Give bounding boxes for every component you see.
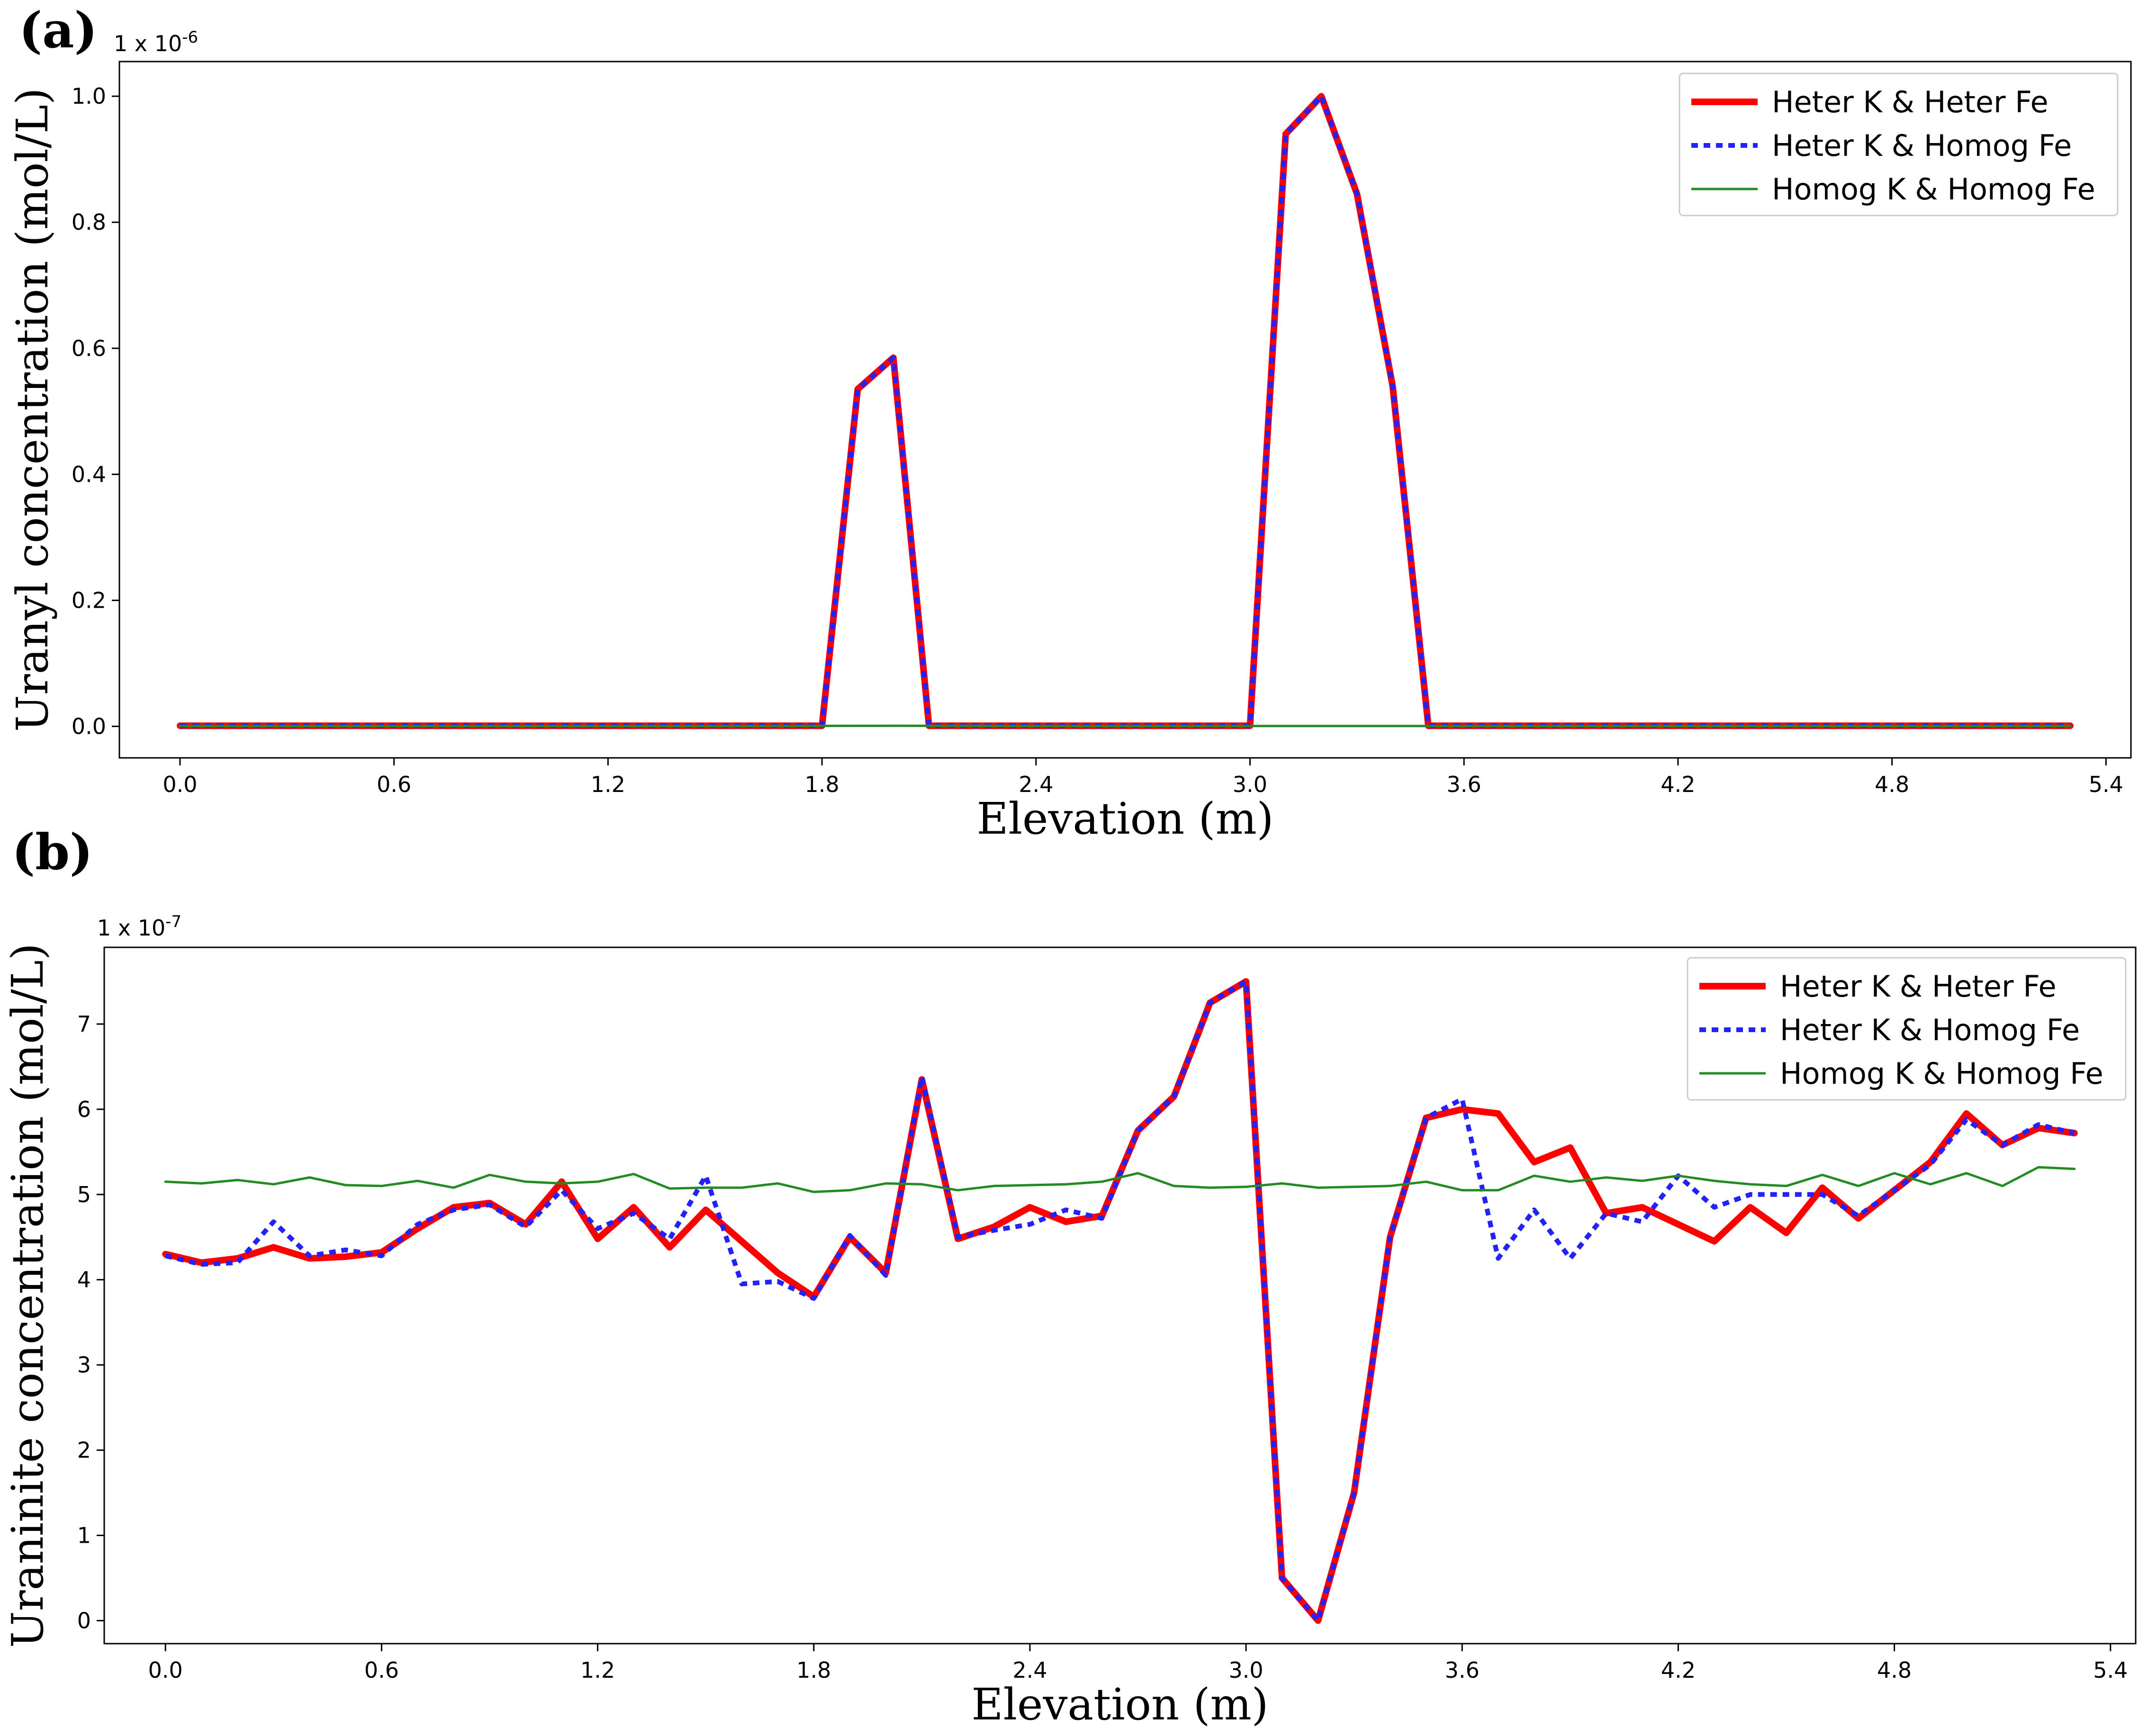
x-tick-label: 4.2 xyxy=(1661,1657,1696,1683)
x-tick-label: 2.4 xyxy=(1019,772,1053,797)
x-tick-label: 3.0 xyxy=(1233,772,1267,797)
series-line-3 xyxy=(164,1166,2076,1193)
y-tick-label: 2 xyxy=(77,1438,91,1463)
x-tick-label: 1.8 xyxy=(796,1657,831,1683)
legend-box xyxy=(1687,957,2127,1101)
y-tick-label: 1.0 xyxy=(72,83,106,109)
y-tick-label: 4 xyxy=(77,1267,91,1293)
series-group xyxy=(177,93,2074,729)
y-tick-label: 1 xyxy=(77,1522,91,1548)
x-tick-label: 4.8 xyxy=(1875,772,1909,797)
y-axis-title: Uranyl concentration (mol/L) xyxy=(7,88,58,732)
x-tick-label: 5.4 xyxy=(2089,772,2123,797)
y-tick-label: 0.8 xyxy=(72,209,106,235)
y-tick-label: 6 xyxy=(77,1097,91,1122)
x-tick-label: 0.6 xyxy=(377,772,411,797)
y-tick-label: 7 xyxy=(77,1011,91,1037)
series-group xyxy=(162,978,2078,1624)
x-tick-label: 3.0 xyxy=(1229,1657,1264,1683)
panel-label: (b) xyxy=(12,823,93,881)
chart-panel-b: (b) 1 x 10-7 0.0 0.6 1.2 1.8 2.4 3.0 3.6 4.2 4.8 5.… xyxy=(2,823,2137,1730)
x-tick-label: 4.2 xyxy=(1661,772,1695,797)
y-tick-label: 0.2 xyxy=(72,587,106,613)
legend-box xyxy=(1679,72,2119,216)
y-tick-label: 3 xyxy=(77,1352,91,1378)
plot-frame xyxy=(118,61,2132,759)
x-axis-title: Elevation (m) xyxy=(976,793,1273,844)
x-tick-label: 0.0 xyxy=(162,772,197,797)
x-tick-label: 1.8 xyxy=(805,772,839,797)
y-tick-label: 5 xyxy=(77,1182,91,1207)
legend-label: Heter K & Heter Fe xyxy=(1780,969,2057,1004)
y-tick-label: 0.4 xyxy=(72,461,106,487)
x-tick-label: 0.6 xyxy=(364,1657,399,1683)
x-tick-label: 5.4 xyxy=(2093,1657,2128,1683)
y-tick-label: 0.0 xyxy=(72,713,106,739)
x-tick-label: 2.4 xyxy=(1012,1657,1047,1683)
x-tick-label: 3.6 xyxy=(1445,1657,1480,1683)
panel-label: (a) xyxy=(19,1,98,59)
x-tick-label: 0.0 xyxy=(148,1657,183,1683)
plot-frame xyxy=(103,946,2137,1645)
legend-label: Heter K & Homog Fe xyxy=(1772,128,2072,163)
y-tick-label: 0 xyxy=(77,1608,91,1633)
x-tick-label: 4.8 xyxy=(1877,1657,1912,1683)
legend-label: Heter K & Heter Fe xyxy=(1772,85,2049,119)
legend-label: Homog K & Homog Fe xyxy=(1772,172,2095,207)
x-axis-title: Elevation (m) xyxy=(971,1679,1268,1730)
legend-label: Homog K & Homog Fe xyxy=(1780,1056,2103,1091)
legend: Heter K & Heter Fe Heter K & Homog Fe Homo… xyxy=(1687,957,2127,1101)
x-tick-label: 3.6 xyxy=(1447,772,1481,797)
x-tick-label: 1.2 xyxy=(580,1657,615,1683)
y-axis-title: Uraninite concentration (mol/L) xyxy=(2,943,53,1648)
series-line-2 xyxy=(165,979,2075,1623)
x-tick-label: 1.2 xyxy=(591,772,625,797)
y-multiplier: 1 x 10-6 xyxy=(114,28,198,56)
y-tick-label: 0.6 xyxy=(72,335,106,361)
legend: Heter K & Heter Fe Heter K & Homog Fe Homo… xyxy=(1679,72,2119,216)
chart-panel-a: (a) 1 x 10-6 0.0 0.6 1.2 1.8 2.4 3.0 3.6 4.2 4.8 5.… xyxy=(7,1,2132,844)
y-multiplier: 1 x 10-7 xyxy=(97,912,181,941)
legend-label: Heter K & Homog Fe xyxy=(1780,1013,2080,1047)
